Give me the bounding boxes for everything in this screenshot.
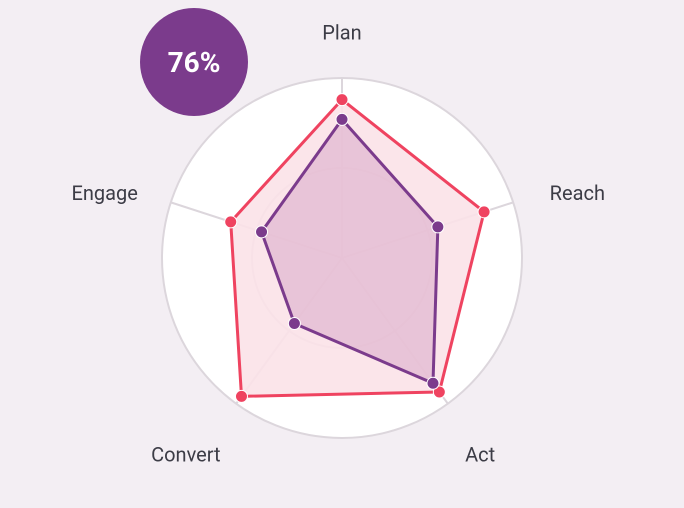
series-inner-marker	[432, 221, 444, 233]
series-inner-marker	[256, 226, 268, 238]
axis-label-engage: Engage	[71, 181, 137, 205]
axis-label-reach: Reach	[550, 181, 605, 205]
series-outer-marker	[235, 390, 247, 402]
axis-label-act: Act	[465, 443, 495, 467]
score-badge: 76%	[140, 8, 248, 116]
score-badge-value: 76%	[168, 46, 221, 79]
radar-chart-container: Plan Reach Act Convert Engage 76%	[0, 0, 684, 508]
series-inner-marker	[427, 377, 439, 389]
series-outer-marker	[478, 206, 490, 218]
radar-chart: Plan Reach Act Convert Engage	[0, 0, 684, 508]
series-inner-marker	[288, 318, 300, 330]
series-outer-marker	[336, 94, 348, 106]
series-inner-marker	[336, 113, 348, 125]
axis-label-convert: Convert	[151, 443, 220, 467]
series-outer-marker	[225, 216, 237, 228]
axis-label-plan: Plan	[322, 20, 361, 44]
